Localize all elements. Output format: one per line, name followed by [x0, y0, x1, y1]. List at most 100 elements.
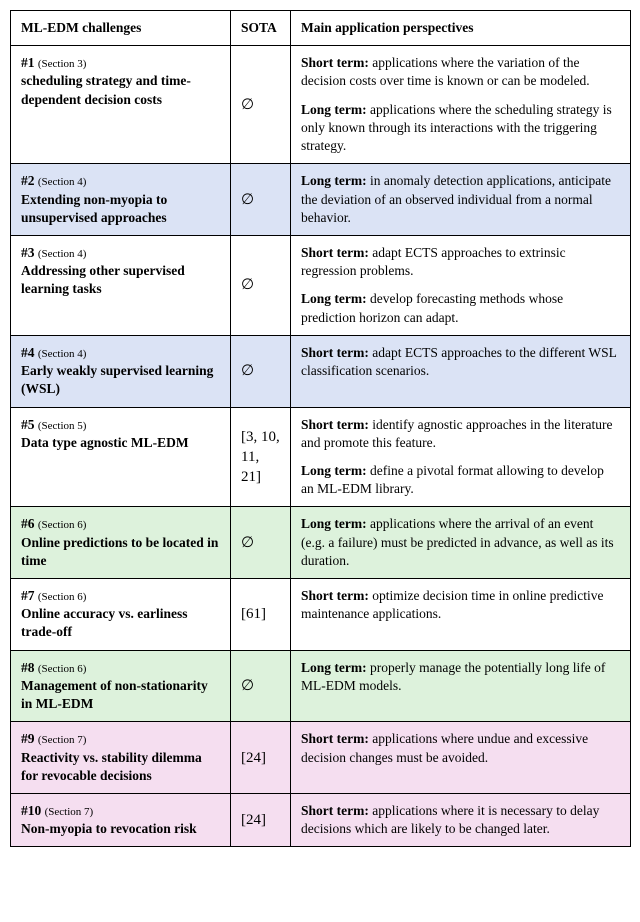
challenge-number: #1 — [21, 55, 35, 70]
table-row: #8 (Section 6) Management of non-stationa… — [11, 650, 631, 722]
table-row: #2 (Section 4) Extending non-myopia to un… — [11, 164, 631, 236]
perspectives-cell: Short term: adapt ECTS approaches to ext… — [291, 235, 631, 335]
challenge-section: (Section 6) — [38, 591, 87, 603]
challenge-cell: #9 (Section 7) Reactivity vs. stability d… — [11, 722, 231, 794]
challenge-number: #5 — [21, 417, 35, 432]
perspectives-cell: Short term: applications where the varia… — [291, 46, 631, 164]
perspective-label: Long term: — [301, 102, 367, 117]
perspective-item: Short term: applications where the varia… — [301, 54, 620, 90]
perspective-item: Short term: optimize decision time in on… — [301, 587, 620, 623]
challenge-section: (Section 4) — [38, 348, 87, 360]
sota-cell: ∅ — [231, 235, 291, 335]
sota-cell: ∅ — [231, 507, 291, 579]
challenge-title: Online accuracy vs. earliness trade-off — [21, 605, 220, 641]
table-row: #9 (Section 7) Reactivity vs. stability d… — [11, 722, 631, 794]
table-row: #3 (Section 4) Addressing other supervise… — [11, 235, 631, 335]
perspective-label: Short term: — [301, 417, 369, 432]
table-row: #1 (Section 3) scheduling strategy and ti… — [11, 46, 631, 164]
challenge-number: #7 — [21, 588, 35, 603]
challenge-number: #10 — [21, 803, 41, 818]
perspective-item: Long term: develop forecasting methods w… — [301, 290, 620, 326]
sota-cell: [24] — [231, 722, 291, 794]
challenge-cell: #4 (Section 4) Early weakly supervised le… — [11, 335, 231, 407]
perspective-label: Long term: — [301, 660, 367, 675]
challenge-section: (Section 7) — [45, 806, 94, 818]
perspective-item: Long term: applications where the schedu… — [301, 101, 620, 156]
challenge-cell: #10 (Section 7) Non-myopia to revocation … — [11, 794, 231, 847]
challenge-cell: #8 (Section 6) Management of non-stationa… — [11, 650, 231, 722]
perspective-label: Long term: — [301, 291, 367, 306]
challenge-number: #4 — [21, 345, 35, 360]
perspective-item: Short term: identify agnostic approaches… — [301, 416, 620, 452]
perspectives-cell: Short term: identify agnostic approaches… — [291, 407, 631, 507]
perspective-label: Short term: — [301, 55, 369, 70]
header-row: ML-EDM challenges SOTA Main application … — [11, 11, 631, 46]
perspective-label: Short term: — [301, 588, 369, 603]
sota-cell: [24] — [231, 794, 291, 847]
challenge-section: (Section 6) — [38, 519, 87, 531]
perspectives-cell: Short term: adapt ECTS approaches to the… — [291, 335, 631, 407]
perspective-item: Short term: applications where it is nec… — [301, 802, 620, 838]
table-row: #10 (Section 7) Non-myopia to revocation … — [11, 794, 631, 847]
challenge-number: #9 — [21, 731, 35, 746]
challenge-section: (Section 4) — [38, 248, 87, 260]
challenge-title: Early weakly supervised learning (WSL) — [21, 362, 220, 398]
sota-cell: ∅ — [231, 164, 291, 236]
header-challenges: ML-EDM challenges — [11, 11, 231, 46]
perspective-item: Long term: in anomaly detection applicat… — [301, 172, 620, 227]
sota-cell: [3, 10, 11, 21] — [231, 407, 291, 507]
table-row: #6 (Section 6) Online predictions to be l… — [11, 507, 631, 579]
perspective-label: Short term: — [301, 803, 369, 818]
perspectives-cell: Long term: applications where the arriva… — [291, 507, 631, 579]
perspectives-cell: Short term: applications where undue and… — [291, 722, 631, 794]
challenge-title: Online predictions to be located in time — [21, 534, 220, 570]
perspectives-cell: Long term: in anomaly detection applicat… — [291, 164, 631, 236]
perspective-item: Long term: define a pivotal format allow… — [301, 462, 620, 498]
challenge-section: (Section 3) — [38, 58, 87, 70]
sota-cell: [61] — [231, 579, 291, 651]
challenge-section: (Section 4) — [38, 176, 87, 188]
challenge-title: Reactivity vs. stability dilemma for rev… — [21, 749, 220, 785]
perspective-label: Short term: — [301, 245, 369, 260]
table-row: #7 (Section 6) Online accuracy vs. earlin… — [11, 579, 631, 651]
challenge-title: Data type agnostic ML-EDM — [21, 434, 220, 452]
challenge-cell: #1 (Section 3) scheduling strategy and ti… — [11, 46, 231, 164]
perspectives-cell: Short term: applications where it is nec… — [291, 794, 631, 847]
perspective-label: Long term: — [301, 516, 367, 531]
challenges-table: ML-EDM challenges SOTA Main application … — [10, 10, 631, 847]
challenge-cell: #2 (Section 4) Extending non-myopia to un… — [11, 164, 231, 236]
challenge-number: #2 — [21, 173, 35, 188]
challenge-title: Addressing other supervised learning tas… — [21, 262, 220, 298]
perspective-item: Long term: properly manage the potential… — [301, 659, 620, 695]
perspectives-cell: Short term: optimize decision time in on… — [291, 579, 631, 651]
perspective-item: Short term: adapt ECTS approaches to ext… — [301, 244, 620, 280]
perspective-label: Short term: — [301, 731, 369, 746]
challenge-section: (Section 7) — [38, 734, 87, 746]
header-sota: SOTA — [231, 11, 291, 46]
challenge-number: #3 — [21, 245, 35, 260]
challenge-cell: #3 (Section 4) Addressing other supervise… — [11, 235, 231, 335]
challenge-title: Management of non-stationarity in ML-EDM — [21, 677, 220, 713]
header-perspectives: Main application perspectives — [291, 11, 631, 46]
table-row: #4 (Section 4) Early weakly supervised le… — [11, 335, 631, 407]
challenge-title: Non-myopia to revocation risk — [21, 820, 220, 838]
challenge-number: #8 — [21, 660, 35, 675]
table-row: #5 (Section 5) Data type agnostic ML-EDM [… — [11, 407, 631, 507]
challenge-section: (Section 5) — [38, 420, 87, 432]
challenge-section: (Section 6) — [38, 663, 87, 675]
challenge-title: scheduling strategy and time-dependent d… — [21, 72, 220, 108]
perspective-item: Long term: applications where the arriva… — [301, 515, 620, 570]
sota-cell: ∅ — [231, 650, 291, 722]
perspectives-cell: Long term: properly manage the potential… — [291, 650, 631, 722]
perspective-label: Short term: — [301, 345, 369, 360]
sota-cell: ∅ — [231, 46, 291, 164]
perspective-item: Short term: applications where undue and… — [301, 730, 620, 766]
challenge-cell: #7 (Section 6) Online accuracy vs. earlin… — [11, 579, 231, 651]
perspective-label: Long term: — [301, 173, 367, 188]
challenge-cell: #5 (Section 5) Data type agnostic ML-EDM — [11, 407, 231, 507]
challenge-number: #6 — [21, 516, 35, 531]
challenge-title: Extending non-myopia to unsupervised app… — [21, 191, 220, 227]
perspective-item: Short term: adapt ECTS approaches to the… — [301, 344, 620, 380]
challenge-cell: #6 (Section 6) Online predictions to be l… — [11, 507, 231, 579]
perspective-label: Long term: — [301, 463, 367, 478]
